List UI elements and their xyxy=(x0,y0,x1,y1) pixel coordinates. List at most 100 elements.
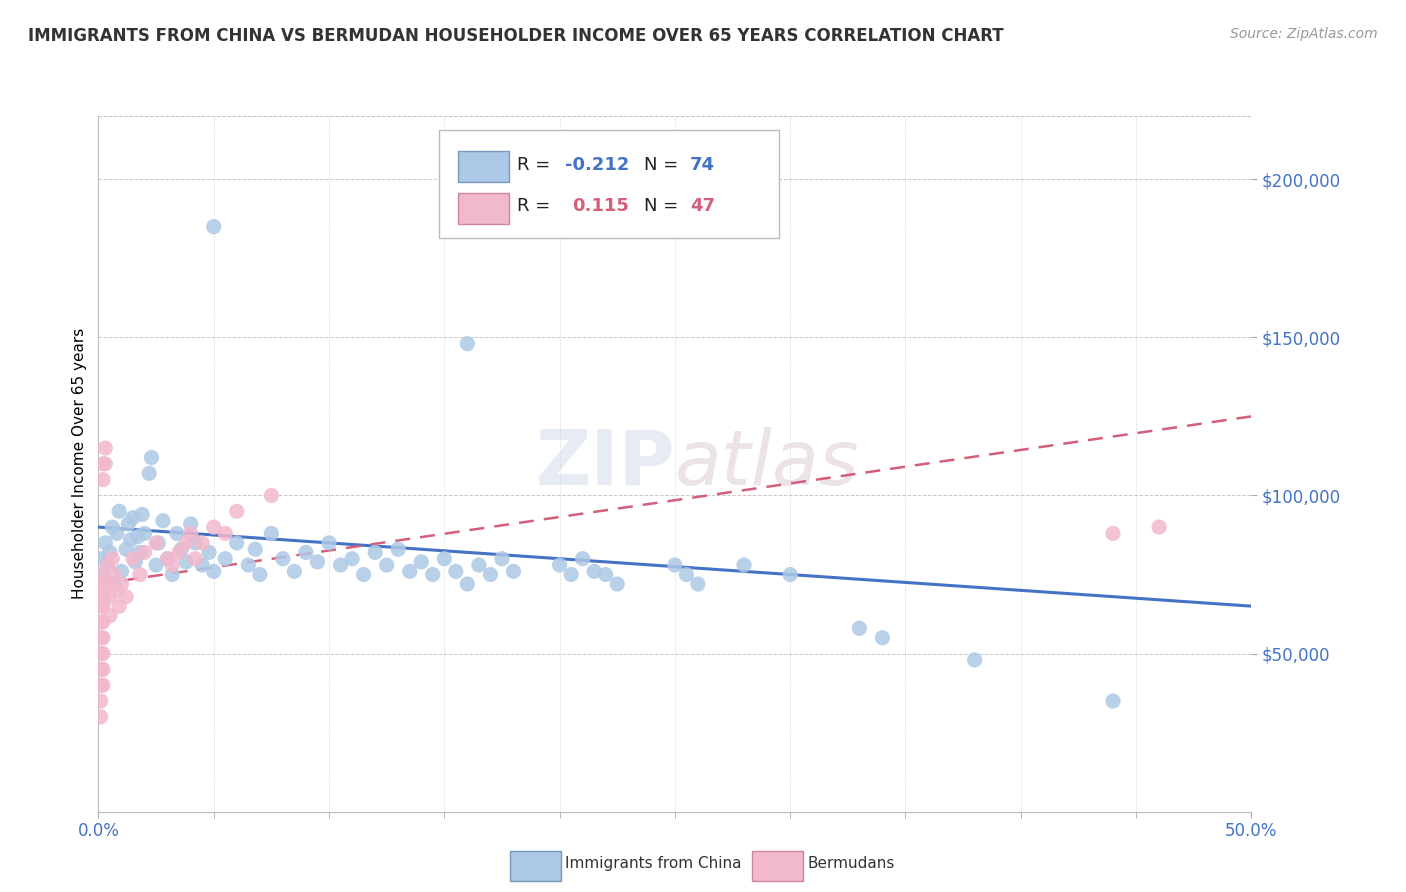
Text: 0.115: 0.115 xyxy=(572,197,628,215)
Text: Immigrants from China: Immigrants from China xyxy=(565,856,742,871)
Point xyxy=(595,567,617,582)
Point xyxy=(191,536,214,550)
Point xyxy=(444,565,467,579)
Point xyxy=(686,577,709,591)
Point xyxy=(90,551,112,566)
Point xyxy=(97,577,120,591)
Point xyxy=(249,567,271,582)
Point xyxy=(479,567,502,582)
Point xyxy=(122,510,145,524)
Text: Bermudans: Bermudans xyxy=(807,856,894,871)
Point xyxy=(571,551,593,566)
Point xyxy=(129,545,152,559)
Point xyxy=(90,662,112,676)
Point xyxy=(141,450,163,465)
Point xyxy=(91,647,114,661)
Point xyxy=(127,530,149,544)
FancyBboxPatch shape xyxy=(458,152,509,182)
Point xyxy=(115,542,138,557)
Point xyxy=(779,567,801,582)
Point xyxy=(134,526,156,541)
Point xyxy=(848,621,870,635)
Point xyxy=(91,457,114,471)
Point xyxy=(160,558,183,572)
Point xyxy=(94,457,117,471)
Point xyxy=(122,551,145,566)
Point xyxy=(548,558,571,572)
Point xyxy=(103,577,125,591)
Point xyxy=(191,558,214,572)
Point xyxy=(174,536,197,550)
Point xyxy=(91,473,114,487)
Point xyxy=(101,551,124,566)
Point xyxy=(108,599,131,614)
Point xyxy=(433,551,456,566)
FancyBboxPatch shape xyxy=(510,851,561,881)
Point xyxy=(307,555,329,569)
Point xyxy=(733,558,755,572)
Point xyxy=(456,336,478,351)
Point xyxy=(94,441,117,455)
Point xyxy=(108,504,131,518)
Point xyxy=(91,567,114,582)
Point xyxy=(97,558,120,572)
Point xyxy=(120,533,142,547)
Point xyxy=(103,567,125,582)
Point xyxy=(129,567,152,582)
Point xyxy=(468,558,491,572)
Point xyxy=(91,662,114,676)
Point xyxy=(456,577,478,591)
Point xyxy=(110,577,132,591)
Point xyxy=(91,615,114,629)
Point xyxy=(398,565,420,579)
Point xyxy=(166,526,188,541)
Point xyxy=(184,536,207,550)
FancyBboxPatch shape xyxy=(458,194,509,224)
Point xyxy=(90,615,112,629)
Point xyxy=(329,558,352,572)
Point xyxy=(117,516,139,531)
Point xyxy=(1102,526,1125,541)
Point xyxy=(963,653,986,667)
Point xyxy=(238,558,260,572)
Point xyxy=(148,536,170,550)
Point xyxy=(91,678,114,692)
Point xyxy=(91,631,114,645)
FancyBboxPatch shape xyxy=(439,130,779,238)
Point xyxy=(90,599,112,614)
Point xyxy=(98,545,121,559)
Point xyxy=(160,567,183,582)
Point xyxy=(98,608,121,623)
Point xyxy=(105,526,128,541)
Point xyxy=(90,678,112,692)
Point xyxy=(375,558,398,572)
Point xyxy=(180,526,202,541)
Point xyxy=(214,551,236,566)
Point xyxy=(664,558,686,572)
Point xyxy=(91,599,114,614)
Point xyxy=(1102,694,1125,708)
Point xyxy=(156,551,179,566)
Point xyxy=(198,545,221,559)
Point xyxy=(271,551,294,566)
Point xyxy=(353,567,375,582)
Point xyxy=(145,536,167,550)
Point xyxy=(94,536,117,550)
Point xyxy=(318,536,340,550)
Point xyxy=(91,577,114,591)
Point xyxy=(174,555,197,569)
Point xyxy=(90,567,112,582)
Point xyxy=(225,504,247,518)
Text: -0.212: -0.212 xyxy=(565,156,630,174)
Point xyxy=(260,526,283,541)
Point xyxy=(260,488,283,502)
Point xyxy=(145,558,167,572)
Point xyxy=(152,514,174,528)
FancyBboxPatch shape xyxy=(752,851,803,881)
Point xyxy=(245,542,267,557)
Point xyxy=(295,545,318,559)
Point xyxy=(156,551,179,566)
Point xyxy=(214,526,236,541)
Point xyxy=(491,551,513,566)
Text: Source: ZipAtlas.com: Source: ZipAtlas.com xyxy=(1230,27,1378,41)
